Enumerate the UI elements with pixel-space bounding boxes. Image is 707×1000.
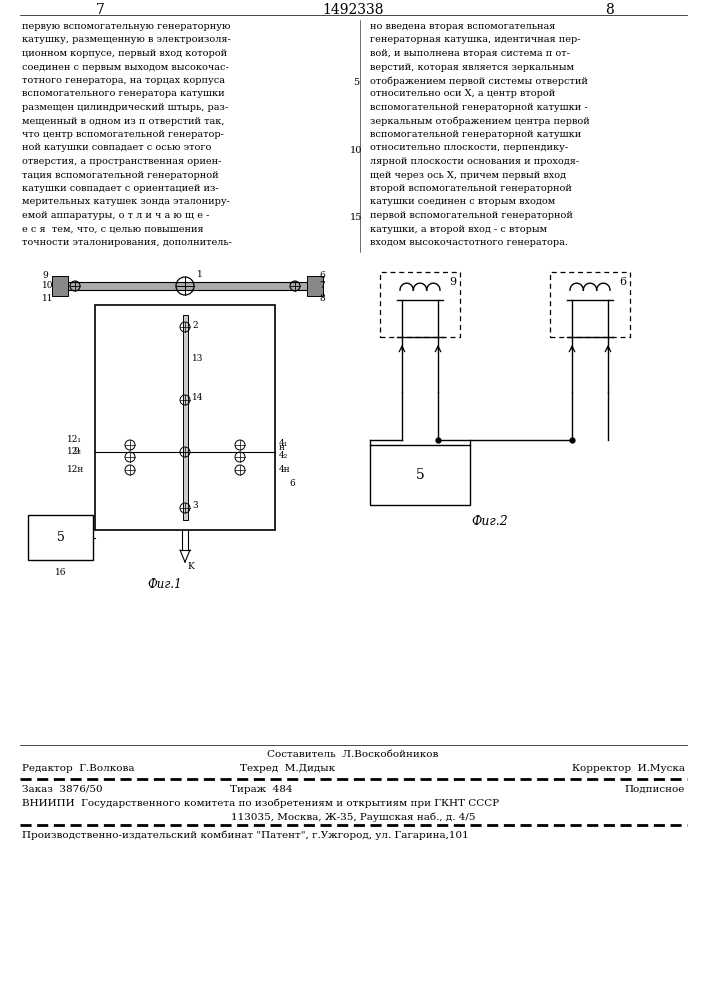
- Bar: [52, 276, 68, 296]
- Text: 12н: 12н: [67, 466, 84, 475]
- Text: 9: 9: [42, 271, 48, 280]
- Text: Техред  М.Дидык: Техред М.Дидык: [240, 764, 335, 773]
- Text: щей через ось Х, причем первый вход: щей через ось Х, причем первый вход: [370, 170, 566, 180]
- Text: 5: 5: [353, 78, 359, 87]
- Text: 1: 1: [197, 270, 203, 279]
- Text: 8: 8: [319, 294, 325, 303]
- Text: первую вспомогательную генераторную: первую вспомогательную генераторную: [22, 22, 230, 31]
- Text: вспомогательной генераторной катушки: вспомогательной генераторной катушки: [370, 130, 581, 139]
- Text: Корректор  И.Муска: Корректор И.Муска: [572, 764, 685, 773]
- Bar: [370, 445, 470, 505]
- Text: емой аппаратуры, о т л и ч а ю щ е -: емой аппаратуры, о т л и ч а ю щ е -: [22, 211, 209, 220]
- Text: Редактор  Г.Волкова: Редактор Г.Волкова: [22, 764, 134, 773]
- Text: Фиг.2: Фиг.2: [472, 515, 508, 528]
- Bar: [307, 276, 323, 296]
- Text: генераторная катушка, идентичная пер-: генераторная катушка, идентичная пер-: [370, 35, 580, 44]
- Text: тация вспомогательной генераторной: тация вспомогательной генераторной: [22, 170, 218, 180]
- Text: 4н: 4н: [279, 466, 291, 475]
- Text: размещен цилиндрический штырь, раз-: размещен цилиндрический штырь, раз-: [22, 103, 228, 112]
- Text: мерительных катушек зонда эталониру-: мерительных катушек зонда эталониру-: [22, 198, 230, 207]
- Text: ционном корпусе, первый вход которой: ционном корпусе, первый вход которой: [22, 49, 227, 58]
- Text: е с я  тем, что, с целью повышения: е с я тем, что, с целью повышения: [22, 225, 204, 233]
- Text: 11: 11: [42, 294, 54, 303]
- Text: 1492338: 1492338: [322, 3, 384, 17]
- Text: катушки, а второй вход - с вторым: катушки, а второй вход - с вторым: [370, 225, 547, 233]
- Text: 12₂: 12₂: [67, 448, 82, 456]
- Bar: [380, 272, 460, 337]
- Text: 7: 7: [95, 3, 105, 17]
- Bar: [95, 305, 275, 530]
- Text: 14: 14: [192, 392, 204, 401]
- Text: Составитель  Л.Воскобойников: Составитель Л.Воскобойников: [267, 750, 438, 759]
- Text: входом высокочастотного генератора.: входом высокочастотного генератора.: [370, 238, 568, 247]
- Text: отверстия, а пространственная ориен-: отверстия, а пространственная ориен-: [22, 157, 221, 166]
- Text: 113035, Москва, Ж-35, Раушская наб., д. 4/5: 113035, Москва, Ж-35, Раушская наб., д. …: [230, 812, 475, 822]
- Text: 3: 3: [192, 502, 198, 510]
- Text: относительно плоскости, перпендику-: относительно плоскости, перпендику-: [370, 143, 568, 152]
- Text: 6: 6: [619, 277, 626, 287]
- Text: зеркальным отображением центра первой: зеркальным отображением центра первой: [370, 116, 590, 126]
- Text: 8: 8: [606, 3, 614, 17]
- Text: 12₁: 12₁: [67, 436, 82, 444]
- Text: второй вспомогательной генераторной: второй вспомогательной генераторной: [370, 184, 572, 193]
- Text: 4₁: 4₁: [279, 438, 288, 448]
- Text: 6: 6: [289, 480, 295, 488]
- Text: 10: 10: [350, 146, 362, 155]
- Text: мещенный в одном из п отверстий так,: мещенный в одном из п отверстий так,: [22, 116, 225, 125]
- Text: н: н: [279, 442, 285, 452]
- Text: катушки соединен с вторым входом: катушки соединен с вторым входом: [370, 198, 555, 207]
- Text: вспомогательной генераторной катушки -: вспомогательной генераторной катушки -: [370, 103, 588, 112]
- Text: вой, и выполнена вторая система п от-: вой, и выполнена вторая система п от-: [370, 49, 570, 58]
- Text: лярной плоскости основания и проходя-: лярной плоскости основания и проходя-: [370, 157, 579, 166]
- Text: 4₂: 4₂: [279, 450, 288, 460]
- Text: 6: 6: [319, 271, 325, 280]
- Text: K: K: [187, 562, 194, 571]
- Text: 15: 15: [350, 213, 362, 222]
- Text: тотного генератора, на торцах корпуса: тотного генератора, на торцах корпуса: [22, 76, 225, 85]
- Bar: [182, 315, 187, 520]
- Text: 5: 5: [416, 468, 424, 482]
- Text: Тираж  484: Тираж 484: [230, 785, 293, 794]
- Text: ной катушки совпадает с осью этого: ной катушки совпадает с осью этого: [22, 143, 211, 152]
- Text: 2: 2: [192, 320, 198, 330]
- Text: 16: 16: [54, 568, 66, 577]
- Text: катушку, размещенную в электроизоля-: катушку, размещенную в электроизоля-: [22, 35, 230, 44]
- Text: катушки совпадает с ориентацией из-: катушки совпадает с ориентацией из-: [22, 184, 218, 193]
- Text: относительно оси Х, а центр второй: относительно оси Х, а центр второй: [370, 90, 555, 99]
- Text: соединен с первым выходом высокочас-: соединен с первым выходом высокочас-: [22, 62, 229, 72]
- Text: 5: 5: [57, 531, 64, 544]
- Text: 10: 10: [42, 282, 54, 290]
- Text: ВНИИПИ  Государственного комитета по изобретениям и открытиям при ГКНТ СССР: ВНИИПИ Государственного комитета по изоб…: [22, 799, 499, 808]
- Text: Подписное: Подписное: [624, 785, 685, 794]
- Text: 9: 9: [449, 277, 456, 287]
- Text: Фиг.1: Фиг.1: [148, 578, 182, 591]
- Bar: [28, 515, 93, 560]
- Text: 7: 7: [319, 282, 325, 290]
- Text: но введена вторая вспомогательная: но введена вторая вспомогательная: [370, 22, 556, 31]
- Text: отображением первой системы отверстий: отображением первой системы отверстий: [370, 76, 588, 86]
- Text: Производственно-издательский комбинат "Патент", г.Ужгород, ул. Гагарина,101: Производственно-издательский комбинат "П…: [22, 831, 469, 840]
- Text: вспомогательного генератора катушки: вспомогательного генератора катушки: [22, 90, 225, 99]
- Text: верстий, которая является зеркальным: верстий, которая является зеркальным: [370, 62, 574, 72]
- Text: что центр вспомогательной генератор-: что центр вспомогательной генератор-: [22, 130, 224, 139]
- Text: Заказ  3876/50: Заказ 3876/50: [22, 785, 103, 794]
- Bar: [550, 272, 630, 337]
- Text: точности эталонирования, дополнитель-: точности эталонирования, дополнитель-: [22, 238, 232, 247]
- Text: 13: 13: [192, 354, 204, 363]
- Bar: [60, 282, 315, 290]
- Text: первой вспомогательной генераторной: первой вспомогательной генераторной: [370, 211, 573, 220]
- Text: 9: 9: [74, 448, 79, 456]
